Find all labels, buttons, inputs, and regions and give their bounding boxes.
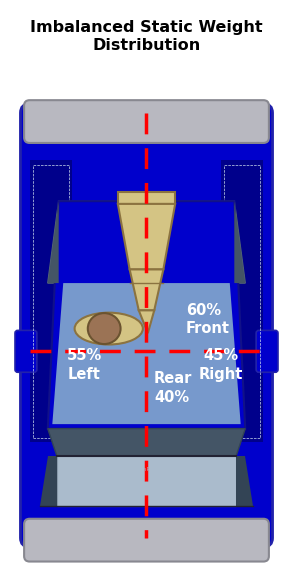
- Polygon shape: [130, 269, 163, 310]
- Polygon shape: [48, 201, 59, 283]
- Bar: [221, 160, 263, 442]
- Ellipse shape: [88, 313, 120, 344]
- Text: 55%
Left: 55% Left: [67, 348, 102, 382]
- Polygon shape: [118, 204, 175, 269]
- Text: BuildYourOwnRaceCar.com: BuildYourOwnRaceCar.com: [104, 467, 188, 472]
- Text: 60%
Front: 60% Front: [186, 303, 230, 336]
- Bar: [33, 165, 69, 438]
- Bar: [118, 192, 175, 204]
- Bar: [57, 456, 236, 506]
- Polygon shape: [48, 201, 245, 429]
- FancyBboxPatch shape: [24, 100, 269, 143]
- Polygon shape: [236, 456, 253, 506]
- Polygon shape: [48, 201, 245, 283]
- Polygon shape: [52, 283, 241, 424]
- FancyBboxPatch shape: [15, 331, 37, 373]
- FancyBboxPatch shape: [24, 519, 269, 561]
- FancyBboxPatch shape: [21, 104, 272, 547]
- Polygon shape: [234, 201, 245, 283]
- Ellipse shape: [75, 312, 143, 345]
- Polygon shape: [48, 429, 245, 456]
- Text: Imbalanced Static Weight
Distribution: Imbalanced Static Weight Distribution: [30, 20, 263, 53]
- Polygon shape: [139, 310, 154, 333]
- Text: 45%
Right: 45% Right: [198, 348, 243, 382]
- Polygon shape: [40, 456, 57, 506]
- Text: Rear
40%: Rear 40%: [153, 371, 192, 404]
- Bar: [30, 160, 72, 442]
- Bar: [224, 165, 260, 438]
- FancyBboxPatch shape: [256, 331, 278, 373]
